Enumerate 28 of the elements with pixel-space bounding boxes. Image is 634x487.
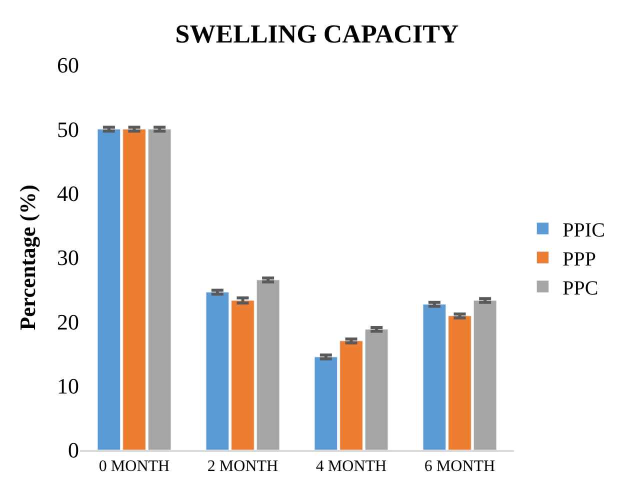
y-tick-label: 60 <box>57 52 79 78</box>
x-tick-label: 2 MONTH <box>207 458 279 476</box>
bar <box>256 280 280 450</box>
bar <box>422 304 446 450</box>
bar <box>97 128 121 450</box>
x-tick-label: 0 MONTH <box>98 458 170 476</box>
y-tick-label: 50 <box>57 116 79 142</box>
bar <box>448 316 472 450</box>
x-tick-label: 6 MONTH <box>424 458 496 476</box>
legend-label: PPIC <box>562 219 605 242</box>
chart-title: SWELLING CAPACITY <box>175 20 459 49</box>
y-tick-label: 40 <box>57 181 79 206</box>
y-tick-label: 20 <box>57 309 79 334</box>
bar <box>231 300 254 450</box>
bar <box>364 329 388 450</box>
bar <box>340 340 363 450</box>
y-tick-label: 0 <box>68 438 79 463</box>
y-tick-label: 30 <box>57 245 79 270</box>
bar <box>148 128 172 450</box>
bar <box>473 300 497 450</box>
bar <box>206 292 230 450</box>
y-tick-label: 10 <box>57 374 79 399</box>
y-axis-title: Percentage (%) <box>14 184 40 330</box>
bar <box>122 128 146 450</box>
x-tick-label: 4 MONTH <box>316 458 388 476</box>
bar <box>314 356 338 450</box>
legend-label: PPC <box>562 277 598 300</box>
legend-label: PPP <box>562 248 596 270</box>
